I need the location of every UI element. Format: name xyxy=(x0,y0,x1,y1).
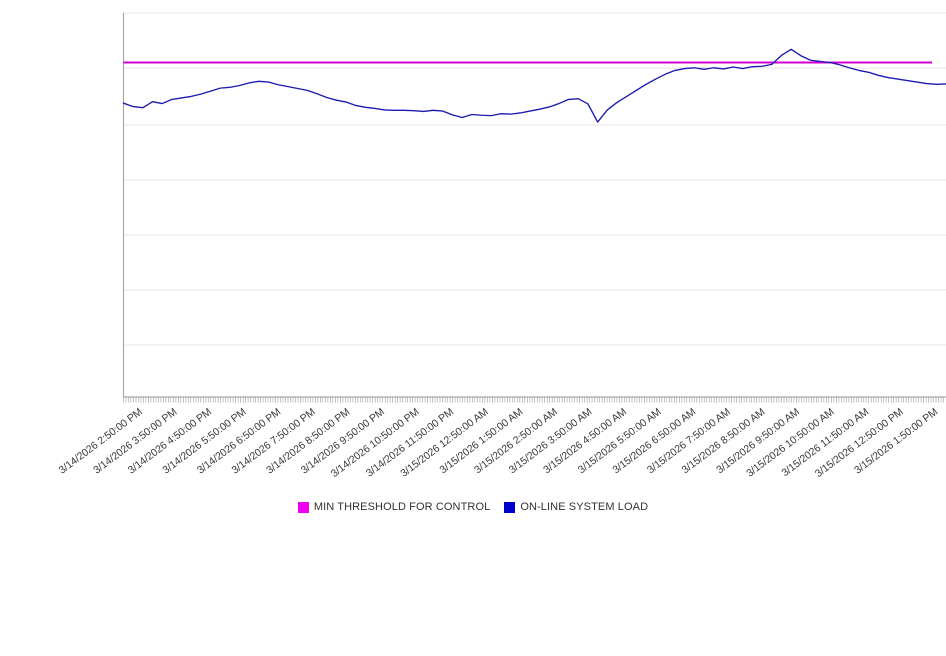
legend-color-swatch xyxy=(504,502,515,513)
legend-item[interactable]: ON-LINE SYSTEM LOAD xyxy=(504,501,648,513)
legend-label: MIN THRESHOLD FOR CONTROL xyxy=(314,501,490,513)
legend-label: ON-LINE SYSTEM LOAD xyxy=(520,501,648,513)
chart-legend: MIN THRESHOLD FOR CONTROL ON-LINE SYSTEM … xyxy=(0,496,946,518)
legend-color-swatch xyxy=(298,502,309,513)
legend-item[interactable]: MIN THRESHOLD FOR CONTROL xyxy=(298,501,490,513)
chart-axes xyxy=(124,13,946,397)
data-line-on-line-system-load xyxy=(124,49,946,122)
